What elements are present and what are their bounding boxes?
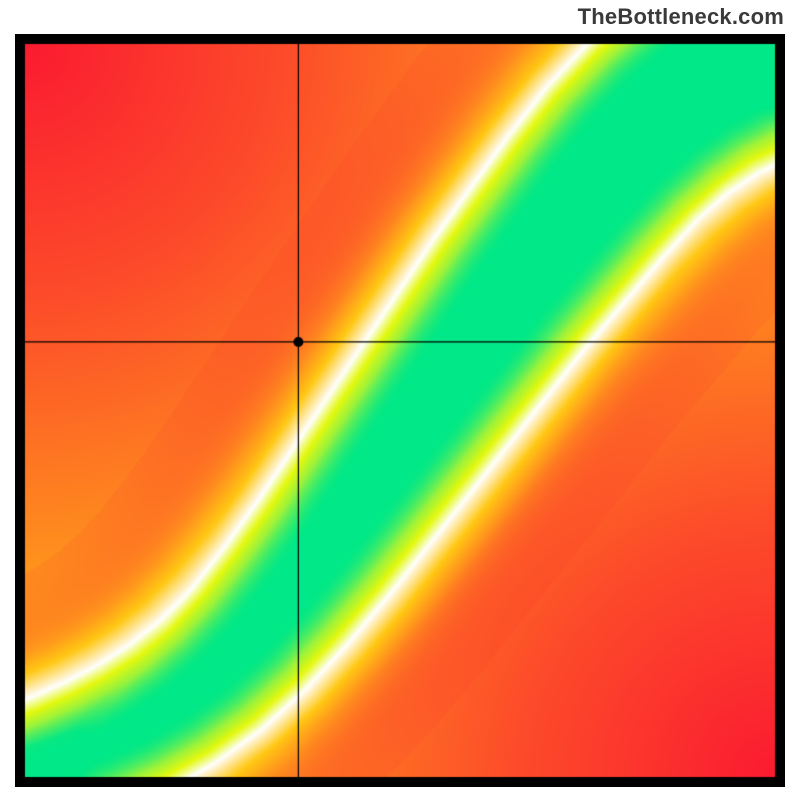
watermark-text: TheBottleneck.com (578, 4, 784, 30)
heatmap-canvas (15, 34, 785, 787)
heatmap-plot (15, 34, 785, 787)
